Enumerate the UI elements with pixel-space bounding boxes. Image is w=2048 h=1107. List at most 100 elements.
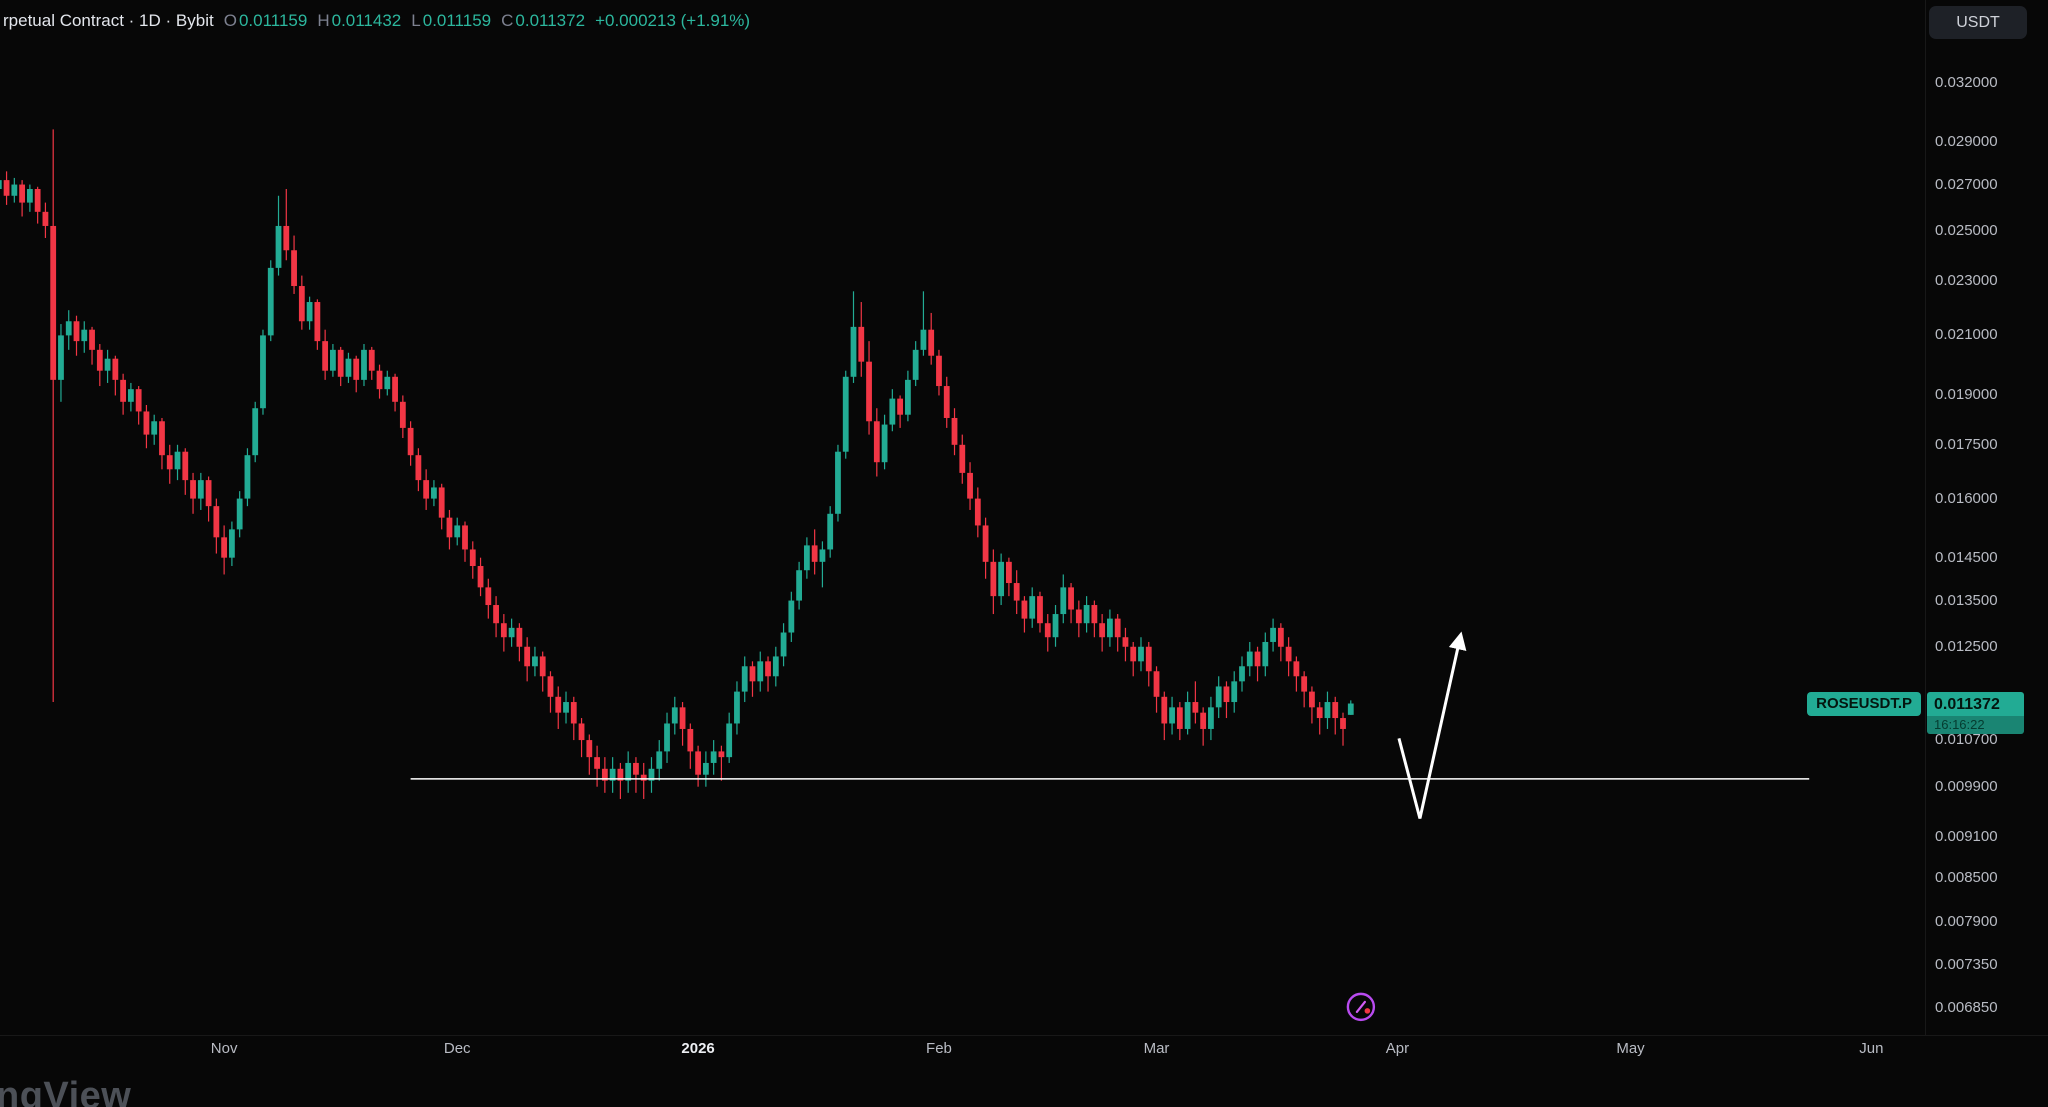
candle-body [1161,696,1168,724]
candle-body [500,623,507,638]
candle-body [120,379,127,402]
time-axis-label: Mar [1143,1040,1170,1057]
low-label: L [411,11,421,30]
candle-body [912,349,919,380]
tradingview-watermark: ngView [0,1075,132,1107]
candle-body [1083,605,1090,624]
candle-body [1130,646,1137,662]
candle-body [337,349,344,377]
price-axis[interactable]: 0.011372 16:16:22 0.032000 0.029000 0.0270… [1925,0,2048,1035]
candle-body [143,411,150,435]
candle-body [1006,561,1012,584]
symbol-title[interactable]: rpetual Contract · 1D · Bybit [3,11,214,30]
candle-body [65,321,72,336]
candle-body [407,427,414,456]
candle-body [423,480,430,499]
candle-body [291,250,297,287]
arrow-drawing[interactable] [1397,631,1467,819]
price-axis-label: 0.006850 [1935,998,1998,1016]
candle-body [796,570,803,601]
candle-body [50,225,57,380]
close-value: 0.011372 [515,11,586,30]
price-axis-label: 0.025000 [1935,221,1998,239]
candle-body [586,740,593,758]
candles-series [0,129,1354,799]
price-axis-label: 0.021000 [1935,326,1998,344]
price-axis-label: 0.019000 [1935,386,1998,404]
price-axis-label: 0.014500 [1935,548,1998,566]
candle-body [361,349,367,380]
time-axis-label: 2026 [681,1040,715,1057]
candle-body [671,707,678,724]
candle-body [974,498,981,526]
candle-body [1176,707,1183,729]
candle-body [322,341,329,371]
candle-body [1114,618,1121,638]
candle-body [726,723,733,758]
candle-body [190,480,196,499]
candle-body [298,286,305,322]
candle-body [1301,676,1308,692]
candle-body [34,189,41,212]
candle-body [431,487,437,499]
candle-body [1277,627,1284,647]
candle-body [1107,618,1113,638]
candle-body [392,376,398,402]
price-axis-label: 0.027000 [1935,175,1998,193]
candle-body [508,627,515,638]
candle-body [306,302,313,322]
candle-body [625,762,632,781]
chart-canvas[interactable] [0,0,1925,1035]
emoji-reaction-icon[interactable] [1346,992,1376,1022]
candle-body [127,389,134,402]
candle-body [695,751,701,775]
candle-body [959,444,966,473]
candle-body [842,376,849,452]
candle-body [11,184,18,196]
price-axis-label: 0.009900 [1935,777,1998,795]
candle-body [267,267,274,336]
candle-body [819,549,826,562]
candle-body [1044,623,1051,638]
candle-body [516,627,523,647]
candle-body [112,358,119,380]
candle-body [182,451,189,481]
time-axis[interactable]: Nov Dec 2026 Feb Mar Apr May Jun [0,1035,2048,1107]
currency-usdt-button[interactable]: USDT [1929,6,2027,39]
candle-body [244,455,251,499]
candle-body [26,189,33,203]
candle-body [1316,707,1323,719]
price-axis-label: 0.007900 [1935,913,1998,931]
ohlc-close: C 0.011372 [501,11,585,31]
candle-body [835,451,841,514]
candle-body [260,335,266,409]
candle-body [1200,712,1207,729]
candle-body [1138,646,1144,662]
high-label: H [317,11,330,30]
candle-body [438,487,445,518]
candle-body [578,723,585,741]
candle-body [928,329,935,356]
price-axis-label: 0.008500 [1935,869,1998,887]
bar-countdown: 16:16:22 [1927,715,2024,734]
last-price-label: 0.011372 16:16:22 [1927,691,2024,734]
candle-body [532,656,538,667]
candle-body [1099,623,1106,638]
candle-body [780,632,787,657]
candle-body [990,561,997,597]
candle-body [73,321,80,342]
candle-body [1239,666,1245,682]
candle-body [563,702,569,713]
candle-body [376,370,383,390]
candle-body [159,421,165,456]
open-value: 0.011159 [238,11,308,30]
time-axis-label: Nov [210,1040,238,1057]
candle-body [213,506,220,538]
candle-body [640,774,647,781]
candle-body [1340,718,1346,729]
candle-body [702,762,709,775]
symbol-ohlc-header: rpetual Contract · 1D · Bybit O 0.011159 … [3,10,750,32]
candle-body [594,757,600,769]
candle-body [601,768,608,781]
